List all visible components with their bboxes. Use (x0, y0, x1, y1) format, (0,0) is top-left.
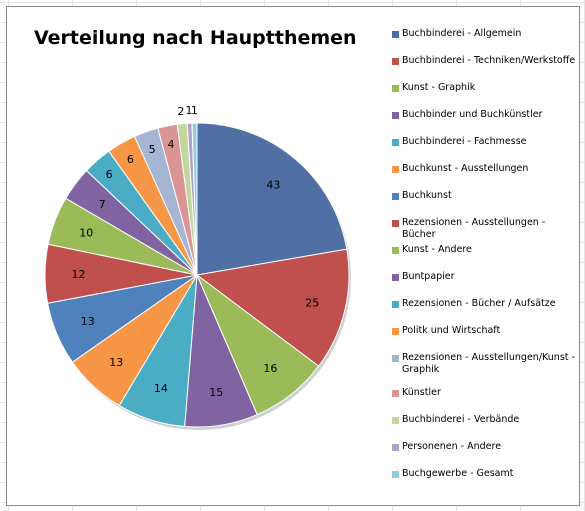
legend-label: Buchbinder und Buchkünstler (402, 109, 543, 120)
legend-label: Kunst - Graphik (402, 82, 476, 93)
legend-item: Buchbinderei - Techniken/Werkstoffe (392, 55, 576, 67)
legend-swatch (392, 247, 399, 254)
data-label: 13 (81, 315, 95, 328)
legend-label: Rezensionen - Bücher / Aufsätze (402, 298, 556, 309)
legend-item: Buchkunst (392, 190, 576, 202)
chart-title: Verteilung nach Hauptthemen (34, 27, 357, 49)
legend-swatch (392, 58, 399, 65)
data-label: 1 (191, 104, 198, 117)
legend-item: Buchbinder und Buchkünstler (392, 109, 576, 121)
legend-label: Politk und Wirtschaft (402, 325, 501, 336)
data-label: 16 (263, 362, 277, 375)
legend-label: Künstler (402, 387, 441, 398)
legend-item: Kunst - Graphik (392, 82, 576, 94)
legend-swatch (392, 274, 399, 281)
legend-label: Rezensionen - Ausstellungen - Bücher (402, 217, 546, 240)
legend-swatch (392, 444, 399, 451)
legend-item: Kunst - Andere (392, 244, 576, 256)
legend-swatch (392, 139, 399, 146)
legend-item: Politk und Wirtschaft (392, 325, 576, 337)
legend-swatch (392, 112, 399, 119)
pie-slice[interactable] (195, 248, 350, 367)
legend-swatch (392, 328, 399, 335)
data-label: 7 (99, 198, 106, 211)
legend-swatch (392, 220, 399, 227)
legend-item: Buchbinderei - Allgemein (392, 28, 576, 40)
legend-label: Buchbinderei - Techniken/Werkstoffe (402, 55, 576, 66)
data-label: 13 (109, 356, 123, 369)
legend-label: Buchbinderei - Verbände (402, 414, 520, 425)
legend-label: Personenen - Andere (402, 441, 502, 452)
data-label: 4 (168, 138, 175, 151)
data-label: 25 (305, 297, 319, 310)
legend-swatch (392, 193, 399, 200)
legend-item: Buchbinderei - Fachmesse (392, 136, 576, 148)
data-label: 6 (127, 153, 134, 166)
pie-slice[interactable] (191, 122, 198, 276)
legend-label: Buchkunst - Ausstellungen (402, 163, 529, 174)
legend-label: Rezensionen - Ausstellungen/Kunst - Grap… (402, 352, 575, 375)
legend-swatch (392, 417, 399, 424)
legend-item: Künstler (392, 387, 576, 399)
pie-slice[interactable] (196, 122, 348, 276)
legend-item: Buchkunst - Ausstellungen (392, 163, 576, 175)
legend-swatch (392, 471, 399, 478)
legend-label: Buchgewerbe - Gesamt (402, 468, 514, 479)
legend-swatch (392, 301, 399, 308)
legend-label: Buntpapier (402, 271, 455, 282)
data-label: 15 (209, 386, 223, 399)
legend-label: Buchbinderei - Fachmesse (402, 136, 527, 147)
legend-item: Rezensionen - Bücher / Aufsätze (392, 298, 576, 310)
data-label: 12 (71, 268, 85, 281)
legend-item: Personenen - Andere (392, 441, 576, 453)
data-label: 14 (154, 382, 168, 395)
legend-item: Buchbinderei - Verbände (392, 414, 576, 426)
legend-item: Rezensionen - Ausstellungen - Bücher (392, 217, 576, 241)
data-label: 43 (266, 178, 280, 191)
data-label: 5 (149, 143, 156, 156)
data-label: 2 (177, 105, 184, 118)
legend-label: Buchkunst (402, 190, 452, 201)
legend-label: Buchbinderei - Allgemein (402, 28, 522, 39)
legend-item: Buntpapier (392, 271, 576, 283)
legend-swatch (392, 390, 399, 397)
legend-item: Buchgewerbe - Gesamt (392, 468, 576, 480)
data-label: 6 (106, 168, 113, 181)
legend-label: Kunst - Andere (402, 244, 472, 255)
data-label: 10 (79, 227, 93, 240)
legend-item: Rezensionen - Ausstellungen/Kunst - Grap… (392, 352, 576, 376)
legend-swatch (392, 85, 399, 92)
legend-swatch (392, 31, 399, 38)
data-label: 1 (185, 104, 192, 117)
legend-swatch (392, 166, 399, 173)
legend-swatch (392, 355, 399, 362)
